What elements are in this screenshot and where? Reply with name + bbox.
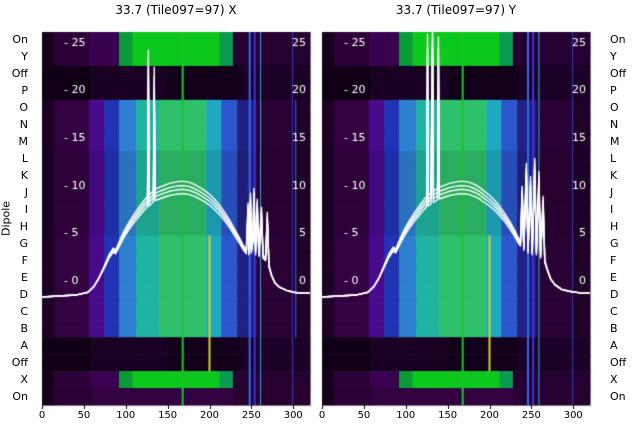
dipole-label-left: Y: [21, 50, 28, 64]
dipole-label-right: I: [610, 203, 614, 217]
x-tick-label: 200: [199, 410, 220, 421]
x-tick-label: 250: [241, 410, 261, 421]
dipole-label-right: M: [610, 135, 620, 149]
dipole-label-left: X: [20, 372, 28, 386]
dipole-label-right: X: [610, 372, 618, 386]
dipole-label-right: N: [610, 118, 619, 132]
dipole-label-left: F: [21, 253, 28, 267]
dipole-label-left: On: [12, 33, 28, 47]
dipole-label-right: H: [610, 219, 619, 233]
dipole-label-right: C: [610, 304, 618, 318]
dipole-label-right: On: [610, 33, 626, 47]
dipole-label-right: J: [610, 186, 614, 200]
dipole-label-left: Off: [11, 355, 28, 369]
dipole-label-left: B: [20, 321, 28, 335]
dipole-label-right: Off: [610, 67, 627, 81]
dipole-label-right: P: [610, 84, 617, 98]
x-tick-label: 200: [479, 410, 500, 421]
x-tick-label: 150: [158, 410, 178, 421]
x-tick-label: 100: [116, 410, 136, 421]
x-tick-label: 300: [563, 410, 583, 421]
dipole-label-left: I: [24, 203, 28, 217]
dipole-label-right: K: [610, 169, 618, 183]
dipole-label-right: G: [610, 236, 619, 250]
left-dipole-axis: On Y Off P O N M L K J I H G F E D C B A Off X On: [0, 0, 32, 440]
x-tick-label: 250: [521, 410, 541, 421]
x-tick-label: 0: [38, 410, 46, 421]
dipole-label-right: A: [610, 338, 618, 352]
dipole-label-left: J: [24, 186, 28, 200]
dipole-label-right: D: [610, 287, 619, 301]
dipole-label-left: L: [21, 152, 28, 166]
dipole-label-right: B: [610, 321, 618, 335]
dipole-label-left: A: [20, 338, 28, 352]
dipole-label-right: F: [610, 253, 617, 267]
x-tick-label: 0: [318, 410, 326, 421]
dipole-label-left: Off: [11, 67, 28, 81]
x-tick-label: 150: [438, 410, 458, 421]
right-dipole-axis: On Y Off P O N M L K J I H G F E D C B A Off X On: [610, 0, 640, 440]
dipole-label-left: E: [21, 270, 28, 284]
dipole-label-left: On: [12, 389, 28, 403]
dipole-label-right: Y: [610, 50, 617, 64]
dipole-label-left: G: [19, 236, 28, 250]
dipole-label-right: Off: [610, 355, 627, 369]
dipole-label-right: E: [610, 270, 617, 284]
dipole-label-left: P: [21, 84, 28, 98]
left-panel-title: 33.7 (Tile097=97) X: [115, 3, 237, 17]
x-tick-label: 100: [396, 410, 416, 421]
dipole-label-left: K: [20, 169, 28, 183]
dipole-label-right: On: [610, 389, 626, 403]
x-tick-label: 50: [357, 410, 371, 421]
x-tick-label: 300: [283, 410, 303, 421]
dipole-label-left: D: [19, 287, 28, 301]
x-tick-label: 50: [77, 410, 91, 421]
dipole-label-left: M: [18, 135, 29, 149]
dipole-label-left: O: [19, 101, 28, 115]
dipole-label-left: N: [19, 118, 28, 132]
dipole-label-right: L: [610, 152, 617, 166]
dipole-label-right: O: [610, 101, 619, 115]
right-panel-title: 33.7 (Tile097=97) Y: [395, 3, 517, 17]
dipole-label-left: C: [20, 304, 28, 318]
dipole-label-left: H: [19, 219, 28, 233]
